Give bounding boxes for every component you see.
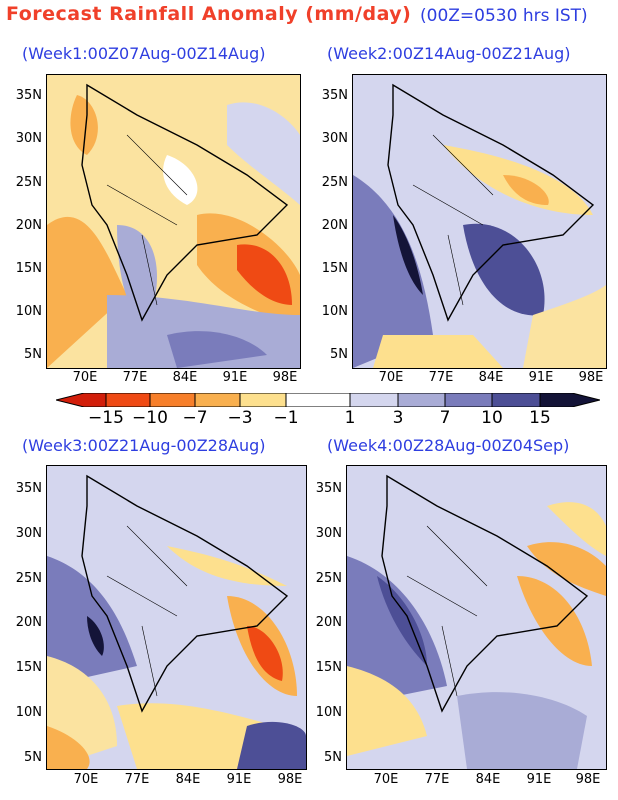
- colorbar-neg10-neg7: [150, 393, 195, 407]
- week4-label: (Week4:00Z28Aug-00Z04Sep): [327, 436, 570, 455]
- lon-tick: 91E: [222, 370, 248, 385]
- lat-tick: 25N: [321, 175, 348, 190]
- lat-tick: 15N: [321, 261, 348, 276]
- lat-tick: 10N: [315, 705, 342, 720]
- lon-tick: 91E: [526, 772, 552, 787]
- lon-tick: 77E: [424, 772, 450, 787]
- colorbar-label: 3: [392, 408, 404, 428]
- colorbar-neg15-neg10: [106, 393, 150, 407]
- lat-tick: 5N: [330, 347, 348, 362]
- lat-tick: 35N: [321, 88, 348, 103]
- lat-tick: 5N: [324, 750, 342, 765]
- lon-tick: 77E: [124, 772, 150, 787]
- colorbar-label: −15: [88, 408, 124, 428]
- lat-tick: 15N: [15, 660, 42, 675]
- week4-map: [346, 465, 607, 770]
- week2-map: [352, 74, 607, 369]
- lat-tick: 10N: [15, 705, 42, 720]
- lat-tick: 25N: [315, 571, 342, 586]
- colorbar-label: 10: [481, 408, 503, 428]
- lat-tick: 20N: [15, 218, 42, 233]
- lat-tick: 25N: [15, 175, 42, 190]
- colorbar-10-15: [492, 393, 540, 407]
- lon-tick: 98E: [272, 370, 298, 385]
- colorbar-label: −3: [227, 408, 253, 428]
- lat-tick: 10N: [15, 304, 42, 319]
- lat-tick: 30N: [15, 526, 42, 541]
- chart-title: Forecast Rainfall Anomaly (mm/day): [6, 3, 412, 25]
- lon-tick: 70E: [72, 370, 98, 385]
- lon-tick: 91E: [528, 370, 554, 385]
- colorbar-label: −7: [182, 408, 208, 428]
- lon-tick: 77E: [122, 370, 148, 385]
- lon-tick: 98E: [277, 772, 303, 787]
- colorbar-neg1-1: [286, 393, 350, 407]
- colorbar-1-3: [350, 393, 398, 407]
- lon-tick: 91E: [226, 772, 252, 787]
- week1-map: [46, 74, 301, 369]
- lon-tick: 77E: [428, 370, 454, 385]
- lon-tick: 98E: [578, 370, 604, 385]
- lat-tick: 5N: [24, 750, 42, 765]
- colorbar-gt-15: [540, 393, 600, 407]
- lat-tick: 35N: [15, 88, 42, 103]
- colorbar-label: 15: [529, 408, 551, 428]
- lon-tick: 84E: [475, 772, 501, 787]
- colorbar-7-10: [445, 393, 492, 407]
- lat-tick: 20N: [315, 615, 342, 630]
- week1-label: (Week1:00Z07Aug-00Z14Aug): [22, 44, 266, 63]
- lon-tick: 98E: [575, 772, 601, 787]
- lat-tick: 20N: [321, 218, 348, 233]
- time-note: (00Z=0530 hrs IST): [420, 6, 588, 26]
- lat-tick: 35N: [315, 481, 342, 496]
- colorbar-3-7: [398, 393, 445, 407]
- lon-tick: 84E: [478, 370, 504, 385]
- lon-tick: 70E: [378, 370, 404, 385]
- lat-tick: 20N: [15, 615, 42, 630]
- week3-map: [46, 465, 307, 770]
- lat-tick: 15N: [315, 660, 342, 675]
- lat-tick: 30N: [315, 526, 342, 541]
- lat-tick: 25N: [15, 571, 42, 586]
- week2-label: (Week2:00Z14Aug-00Z21Aug): [327, 44, 571, 63]
- colorbar-label: 1: [344, 408, 356, 428]
- lat-tick: 30N: [321, 131, 348, 146]
- lat-tick: 30N: [15, 131, 42, 146]
- lat-tick: 35N: [15, 481, 42, 496]
- colorbar-label: 7: [439, 408, 451, 428]
- lon-tick: 70E: [373, 772, 399, 787]
- lat-tick: 15N: [15, 261, 42, 276]
- colorbar-neg3-neg1: [240, 393, 286, 407]
- week3-label: (Week3:00Z21Aug-00Z28Aug): [22, 436, 266, 455]
- colorbar: [56, 393, 600, 407]
- colorbar-lt-neg15: [56, 393, 106, 407]
- lon-tick: 70E: [73, 772, 99, 787]
- lon-tick: 84E: [175, 772, 201, 787]
- colorbar-label: −10: [132, 408, 168, 428]
- colorbar-neg7-neg3: [195, 393, 240, 407]
- colorbar-label: −1: [273, 408, 299, 428]
- lat-tick: 5N: [24, 347, 42, 362]
- lat-tick: 10N: [321, 304, 348, 319]
- lon-tick: 84E: [172, 370, 198, 385]
